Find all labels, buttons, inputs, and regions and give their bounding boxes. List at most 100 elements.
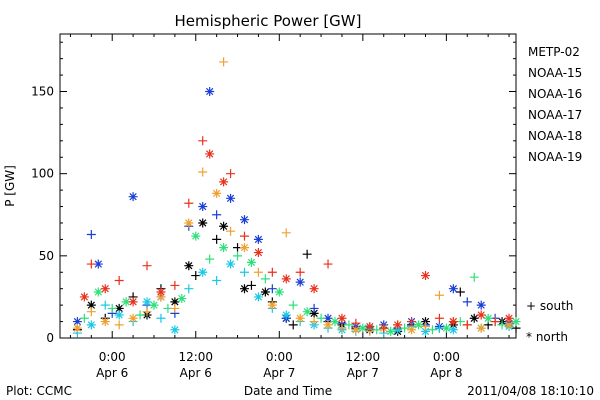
point-noaa-19-north bbox=[79, 292, 89, 302]
point-noaa-18-north bbox=[100, 317, 110, 327]
point-noaa-16-north bbox=[393, 325, 403, 335]
legend: METP-02 NOAA-15 NOAA-16 NOAA-17 NOAA-18 NOAA-… bbox=[526, 45, 582, 344]
point-metp-02-north bbox=[198, 218, 208, 228]
point-noaa-18-north bbox=[407, 325, 417, 335]
point-noaa-16-south bbox=[184, 284, 194, 294]
point-noaa-15-north bbox=[93, 259, 103, 269]
point-noaa-18-south bbox=[309, 317, 319, 327]
point-noaa-16-north bbox=[170, 325, 180, 335]
point-noaa-16-north bbox=[114, 310, 124, 320]
point-noaa-15-north bbox=[448, 284, 458, 294]
point-noaa-19-north bbox=[253, 248, 263, 258]
y-axis-label: P [GW] bbox=[3, 165, 17, 207]
point-noaa-19-south bbox=[351, 318, 361, 328]
point-noaa-18-south bbox=[114, 320, 124, 330]
point-noaa-18-north bbox=[156, 292, 166, 302]
point-noaa-16-south bbox=[212, 275, 222, 285]
point-noaa-17-north bbox=[386, 326, 396, 336]
point-metp-02-south bbox=[212, 234, 222, 244]
point-metp-02-north bbox=[260, 287, 270, 297]
point-noaa-19-south bbox=[198, 136, 208, 146]
point-noaa-18-south bbox=[434, 290, 444, 300]
point-noaa-18-south bbox=[226, 226, 236, 236]
point-noaa-15-north bbox=[205, 87, 215, 97]
point-noaa-18-south bbox=[142, 307, 152, 317]
point-noaa-18-south bbox=[337, 323, 347, 333]
y-tick-label: 100 bbox=[31, 167, 54, 181]
y-tick-label: 150 bbox=[31, 85, 54, 99]
point-metp-02-south bbox=[302, 249, 312, 259]
point-metp-02-south bbox=[191, 271, 201, 281]
point-noaa-19-south bbox=[114, 275, 124, 285]
point-noaa-15-north bbox=[253, 234, 263, 244]
point-noaa-16-north bbox=[226, 259, 236, 269]
point-noaa-16-north bbox=[448, 325, 458, 335]
point-noaa-19-south bbox=[226, 169, 236, 179]
point-metp-02-north bbox=[239, 284, 249, 294]
point-noaa-17-south bbox=[79, 313, 89, 323]
point-metp-02-north bbox=[469, 313, 479, 323]
point-noaa-18-north bbox=[351, 325, 361, 335]
point-noaa-18-south bbox=[219, 57, 229, 67]
point-metp-02-south bbox=[455, 287, 465, 297]
axis-ticks: 0 50 100 150 0:00 Apr 6 12:00 Apr 6 0:00 Apr 7 12:… bbox=[31, 34, 516, 380]
footer-left: Plot: CCMC bbox=[6, 384, 72, 398]
point-noaa-15-north bbox=[295, 277, 305, 287]
point-noaa-18-north bbox=[128, 313, 138, 323]
legend-entry-noaa-15: NOAA-15 bbox=[528, 66, 582, 80]
legend-entry-noaa-18: NOAA-18 bbox=[528, 129, 582, 143]
point-metp-02-south bbox=[246, 280, 256, 290]
point-noaa-17-north bbox=[330, 317, 340, 327]
x-tick-label-time: 0:00 bbox=[99, 350, 126, 364]
point-metp-02-north bbox=[309, 308, 319, 318]
point-noaa-19-south bbox=[434, 313, 444, 323]
point-noaa-19-south bbox=[462, 320, 472, 330]
x-tick-label-time: 0:00 bbox=[433, 350, 460, 364]
x-tick-label-date: Apr 6 bbox=[180, 366, 212, 380]
point-noaa-19-south bbox=[407, 317, 417, 327]
point-noaa-18-north bbox=[295, 313, 305, 323]
point-noaa-19-north bbox=[128, 297, 138, 307]
point-noaa-19-south bbox=[490, 317, 500, 327]
x-tick-label-time: 12:00 bbox=[346, 350, 381, 364]
point-noaa-19-north bbox=[504, 313, 514, 323]
point-noaa-19-north bbox=[448, 317, 458, 327]
y-tick-label: 50 bbox=[39, 249, 54, 263]
point-noaa-18-north bbox=[184, 218, 194, 228]
point-noaa-15-north bbox=[323, 313, 333, 323]
point-noaa-18-south bbox=[281, 228, 291, 238]
point-noaa-15-north bbox=[128, 192, 138, 202]
point-noaa-19-south bbox=[323, 259, 333, 269]
point-noaa-15-north bbox=[198, 202, 208, 212]
point-noaa-15-north bbox=[72, 317, 82, 327]
point-noaa-17-south bbox=[107, 303, 117, 313]
point-noaa-17-north bbox=[302, 307, 312, 317]
point-noaa-19-south bbox=[142, 261, 152, 271]
x-tick-label-time: 12:00 bbox=[178, 350, 213, 364]
point-noaa-19-south bbox=[267, 267, 277, 277]
point-noaa-17-south bbox=[260, 274, 270, 284]
point-noaa-17-north bbox=[414, 320, 424, 330]
point-metp-02-north bbox=[219, 221, 229, 231]
point-noaa-16-north bbox=[142, 297, 152, 307]
legend-entry-noaa-19: NOAA-19 bbox=[528, 150, 582, 164]
point-noaa-18-north bbox=[239, 243, 249, 253]
point-noaa-17-south bbox=[469, 272, 479, 282]
point-noaa-17-north bbox=[483, 313, 493, 323]
point-noaa-17-north bbox=[246, 257, 256, 267]
point-noaa-17-south bbox=[135, 310, 145, 320]
point-noaa-19-north bbox=[393, 320, 403, 330]
point-noaa-17-south bbox=[400, 323, 410, 333]
point-noaa-19-north bbox=[309, 284, 319, 294]
point-noaa-17-north bbox=[121, 297, 131, 307]
point-noaa-18-north bbox=[212, 188, 222, 198]
point-noaa-18-south bbox=[86, 307, 96, 317]
point-noaa-15-south bbox=[86, 229, 96, 239]
point-noaa-19-north bbox=[281, 274, 291, 284]
point-metp-02-north bbox=[170, 297, 180, 307]
point-noaa-17-north bbox=[441, 323, 451, 333]
point-noaa-17-north bbox=[511, 317, 521, 327]
point-noaa-15-south bbox=[267, 284, 277, 294]
point-noaa-15-north bbox=[226, 193, 236, 203]
